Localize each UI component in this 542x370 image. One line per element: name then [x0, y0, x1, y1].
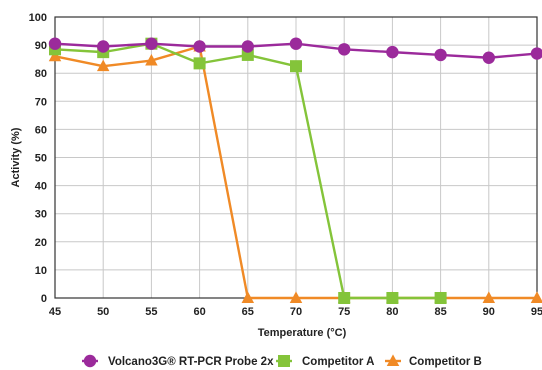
legend-item: Volcano3G® RT-PCR Probe 2x	[82, 354, 274, 368]
x-tick-label: 60	[193, 306, 205, 318]
x-tick-label: 55	[145, 306, 157, 318]
y-tick-label: 50	[35, 153, 47, 165]
y-tick-label: 10	[35, 265, 47, 277]
data-point	[434, 48, 447, 62]
y-tick-label: 40	[35, 181, 47, 193]
legend-label: Competitor A	[302, 356, 374, 368]
data-point	[241, 291, 255, 303]
x-tick-label: 70	[290, 306, 302, 318]
data-point	[482, 51, 495, 64]
y-tick-label: 30	[35, 209, 47, 221]
y-tick-label: 70	[35, 96, 47, 108]
y-tick-label: 90	[35, 40, 47, 52]
data-point	[145, 37, 158, 50]
y-tick-label: 60	[35, 124, 47, 136]
data-point	[48, 49, 62, 62]
data-point	[96, 59, 110, 72]
legend-label: Competitor B	[409, 356, 482, 368]
legend-marker	[83, 354, 97, 368]
x-tick-label: 90	[483, 306, 495, 318]
data-point	[386, 292, 399, 304]
data-point	[289, 291, 303, 303]
grid-layer	[54, 16, 538, 299]
legend: Volcano3G® RT-PCR Probe 2x Competitor A Co…	[82, 354, 482, 368]
data-point	[530, 291, 542, 303]
data-point	[97, 40, 110, 53]
x-tick-label: 65	[242, 306, 254, 318]
x-tick-label: 80	[386, 306, 398, 318]
x-tick-label: 95	[531, 306, 542, 318]
y-tick-label: 0	[41, 293, 47, 305]
data-point	[241, 40, 254, 53]
legend-marker	[278, 355, 290, 367]
y-tick-label: 20	[35, 237, 47, 249]
data-point	[48, 37, 62, 50]
x-axis-title: Temperature (°C)	[258, 327, 347, 339]
data-point	[193, 40, 206, 53]
series-competitor-b	[48, 39, 542, 303]
legend-item: Competitor B	[385, 354, 482, 368]
data-point	[338, 43, 351, 56]
y-axis-title: Activity (%)	[10, 127, 22, 187]
data-point	[338, 292, 351, 304]
series-volcano3g-rt-pcr-probe-2x	[48, 37, 542, 64]
x-tick-label: 85	[434, 306, 446, 318]
y-tick-label: 100	[29, 12, 47, 24]
data-point	[482, 291, 496, 303]
data-point	[290, 60, 302, 73]
x-tick-label: 50	[97, 306, 109, 318]
data-point	[193, 57, 206, 70]
data-point	[386, 45, 399, 59]
series-layer	[48, 37, 542, 304]
data-point	[289, 37, 303, 50]
legend-marker	[386, 354, 400, 366]
data-point	[530, 47, 542, 60]
legend-item: Competitor A	[276, 355, 374, 368]
x-tick-label: 45	[49, 306, 61, 318]
data-point	[145, 53, 158, 66]
legend-label: Volcano3G® RT-PCR Probe 2x	[108, 356, 274, 368]
x-tick-label: 75	[338, 306, 350, 318]
data-point	[241, 48, 254, 61]
y-tick-label: 80	[35, 68, 47, 80]
data-point	[434, 292, 447, 304]
